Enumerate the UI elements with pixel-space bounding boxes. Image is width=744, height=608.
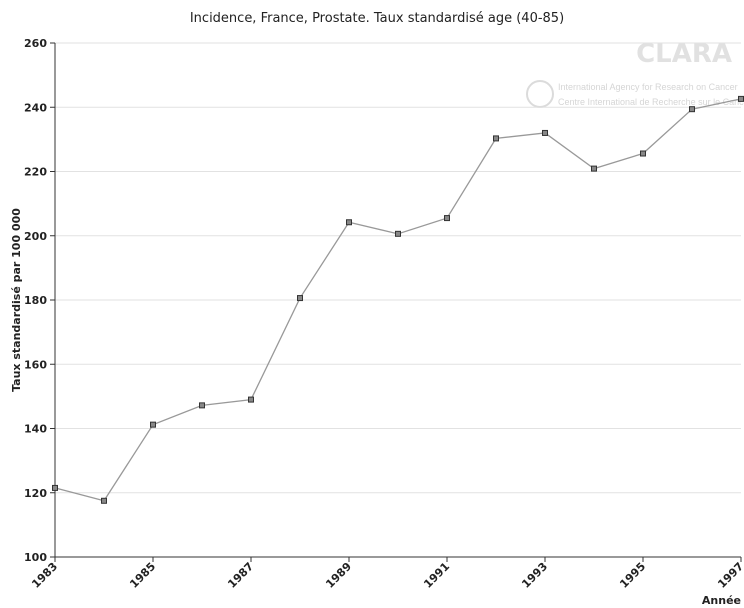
data-point xyxy=(493,135,499,142)
x-tick-label: 1993 xyxy=(519,560,550,591)
x-tick-label: 1987 xyxy=(225,560,256,591)
watermark-line1: International Agency for Research on Can… xyxy=(558,82,738,92)
data-point xyxy=(346,219,352,226)
data-point xyxy=(199,402,205,409)
y-tick-label: 220 xyxy=(24,166,47,179)
data-point xyxy=(542,129,548,136)
x-tick-label: 1997 xyxy=(715,560,744,591)
y-tick-label: 120 xyxy=(24,487,47,500)
x-tick-label: 1983 xyxy=(29,560,60,591)
data-point xyxy=(248,396,254,403)
data-point xyxy=(738,95,744,102)
y-tick-label: 180 xyxy=(24,294,47,307)
data-point xyxy=(52,484,58,491)
watermark: CLARA International Agency for Research … xyxy=(526,39,744,108)
x-tick-label: 1991 xyxy=(421,560,452,591)
data-point xyxy=(101,497,107,504)
data-point xyxy=(297,295,303,302)
data-point xyxy=(395,230,401,237)
x-tick-label: 1995 xyxy=(617,560,648,591)
chart-title: Incidence, France, Prostate. Taux standa… xyxy=(190,11,564,26)
y-tick-label: 260 xyxy=(24,37,47,50)
y-tick-label: 160 xyxy=(24,358,47,371)
data-point xyxy=(150,421,156,428)
watermark-logo: CLARA xyxy=(636,39,732,69)
data-point xyxy=(444,215,450,222)
y-tick-label: 140 xyxy=(24,423,47,436)
x-axis-label: Année xyxy=(702,594,741,607)
x-tick-label: 1985 xyxy=(127,560,158,591)
y-tick-label: 100 xyxy=(24,551,47,564)
watermark-line2: Centre International de Recherche sur le… xyxy=(558,97,744,107)
y-tick-label: 240 xyxy=(24,101,47,114)
y-tick-label: 200 xyxy=(24,230,47,243)
watermark-emblem xyxy=(526,80,554,108)
data-point xyxy=(591,165,597,172)
x-tick-label: 1989 xyxy=(323,560,354,591)
data-point xyxy=(640,150,646,157)
data-point xyxy=(689,106,695,113)
y-axis-label: Taux standardisé par 100 000 xyxy=(10,208,23,392)
